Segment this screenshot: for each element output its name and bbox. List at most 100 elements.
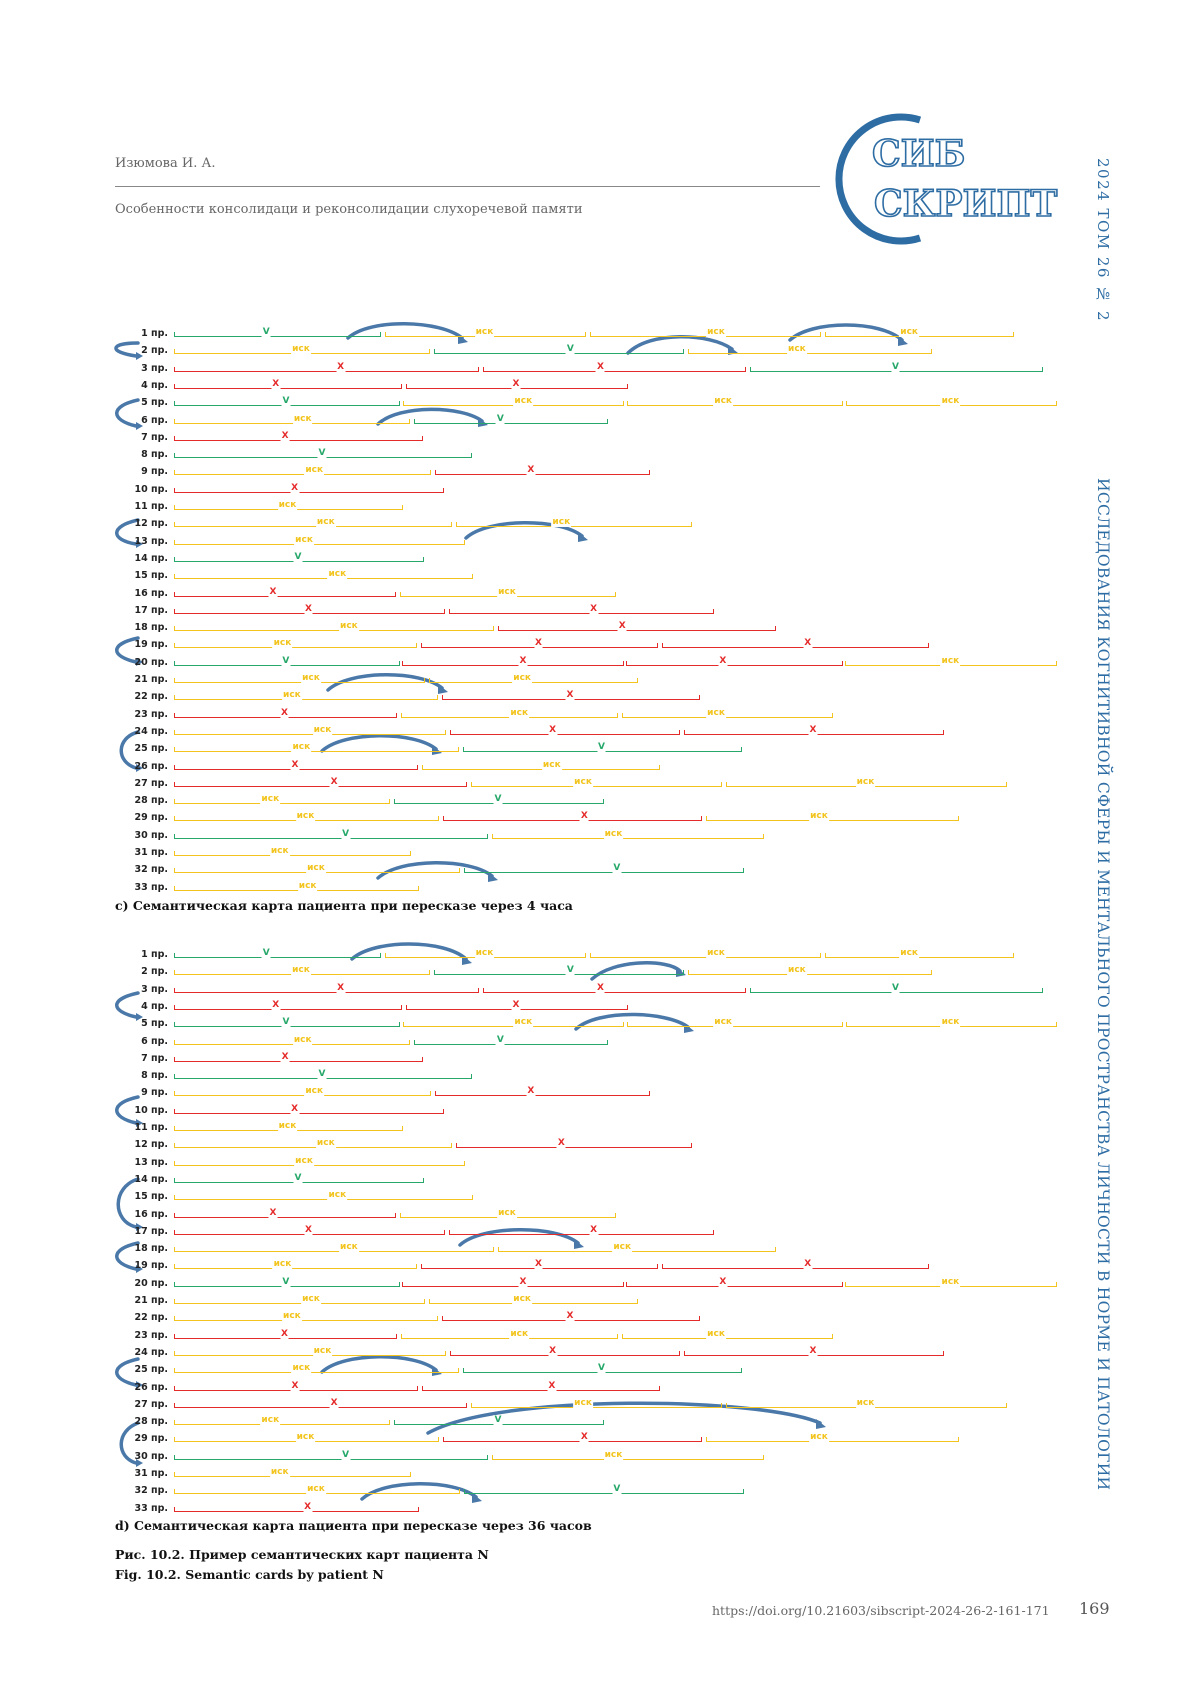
segment-mark: X [589, 1225, 598, 1235]
segment-mark: иск [296, 1432, 316, 1442]
bracket-segment [174, 1403, 467, 1408]
card-row: 14 пр.V [0, 1172, 1200, 1188]
card-row: 23 пр.Xискиск [0, 1328, 1200, 1344]
row-label: 10 пр. [0, 1105, 168, 1116]
row-label: 28 пр. [0, 1416, 168, 1427]
row-label: 5 пр. [0, 397, 168, 408]
segment-mark: X [718, 656, 727, 666]
bracket-segment [174, 1247, 494, 1252]
segment-mark: иск [293, 1035, 313, 1045]
bracket-segment [174, 436, 423, 441]
bracket-segment [174, 332, 381, 337]
segment-mark: иск [273, 1259, 293, 1269]
row-label: 25 пр. [0, 743, 168, 754]
row-label: 8 пр. [0, 449, 168, 460]
segment-mark: X [304, 604, 313, 614]
card-row: 21 пр.искиск [0, 672, 1200, 688]
bracket-segment [174, 678, 425, 683]
bracket-segment [456, 522, 692, 527]
card-row: 11 пр.иск [0, 499, 1200, 515]
row-label: 19 пр. [0, 1260, 168, 1271]
row-label: 3 пр. [0, 984, 168, 995]
bracket-segment [498, 1247, 776, 1252]
bracket-segment [402, 661, 623, 666]
card-row: 17 пр.XX [0, 603, 1200, 619]
card-row: 10 пр.X [0, 1103, 1200, 1119]
row-label: 24 пр. [0, 726, 168, 737]
segment-mark: X [803, 1259, 812, 1269]
row-label: 30 пр. [0, 1451, 168, 1462]
segment-mark: X [280, 1329, 289, 1339]
segment-mark: иск [573, 777, 593, 787]
segment-mark: X [512, 379, 521, 389]
segment-mark: V [294, 1173, 303, 1183]
card-row: 33 пр.X [0, 1501, 1200, 1517]
segment-mark: V [891, 362, 900, 372]
bracket-segment [498, 626, 776, 631]
card-row: 30 пр.Vиск [0, 1449, 1200, 1465]
segment-mark: V [496, 414, 505, 424]
segment-mark: V [281, 1017, 290, 1027]
segment-mark: иск [604, 1450, 624, 1460]
card-row: 26 пр.Xиск [0, 759, 1200, 775]
segment-mark: иск [809, 1432, 829, 1442]
bracket-segment [174, 1455, 488, 1460]
row-label: 29 пр. [0, 812, 168, 823]
segment-mark: иск [327, 569, 347, 579]
card-row: 27 пр.Xискиск [0, 1397, 1200, 1413]
bracket-segment [422, 1386, 660, 1391]
bracket-segment [174, 470, 431, 475]
segment-mark: X [803, 638, 812, 648]
row-label: 22 пр. [0, 691, 168, 702]
segment-mark: иск [787, 965, 807, 975]
bracket-segment [471, 1403, 722, 1408]
row-label: 14 пр. [0, 553, 168, 564]
bracket-segment [825, 332, 1014, 337]
card-row: 20 пр.VXXиск [0, 1276, 1200, 1292]
card-row: 15 пр.иск [0, 1189, 1200, 1205]
segment-mark: иск [706, 948, 726, 958]
segment-mark: иск [551, 517, 571, 527]
segment-mark: иск [291, 965, 311, 975]
panel-caption-c: c) Семантическая карта пациента при пере… [115, 898, 573, 913]
segment-mark: иск [273, 638, 293, 648]
segment-mark: X [271, 1000, 280, 1010]
row-label: 28 пр. [0, 795, 168, 806]
bracket-segment [174, 574, 473, 579]
row-label: 26 пр. [0, 1382, 168, 1393]
row-label: 21 пр. [0, 674, 168, 685]
segment-mark: X [512, 1000, 521, 1010]
card-row: 9 пр.искX [0, 1085, 1200, 1101]
bracket-segment [174, 1299, 425, 1304]
bracket-segment [174, 834, 488, 839]
segment-mark: иск [278, 1121, 298, 1131]
bracket-segment [414, 1040, 608, 1045]
card-row: 29 пр.искXиск [0, 1431, 1200, 1447]
row-label: 32 пр. [0, 864, 168, 875]
segment-mark: X [280, 708, 289, 718]
segment-mark: X [566, 1311, 575, 1321]
bracket-segment [449, 1230, 714, 1235]
segment-mark: иск [306, 863, 326, 873]
segment-mark: X [534, 638, 543, 648]
card-row: 17 пр.XX [0, 1224, 1200, 1240]
row-label: 4 пр. [0, 1001, 168, 1012]
bracket-segment [174, 1213, 396, 1218]
row-label: 3 пр. [0, 363, 168, 374]
segment-mark: иск [291, 742, 311, 752]
row-label: 15 пр. [0, 570, 168, 581]
segment-mark: иск [941, 396, 961, 406]
bracket-segment [174, 1472, 411, 1477]
segment-mark: X [580, 1432, 589, 1442]
bracket-segment [174, 384, 402, 389]
bracket-segment [174, 1368, 459, 1373]
row-label: 18 пр. [0, 1243, 168, 1254]
segment-mark: иск [899, 327, 919, 337]
card-row: 2 пр.искVиск [0, 343, 1200, 359]
bracket-segment [471, 782, 722, 787]
figure-caption-ru: Рис. 10.2. Пример семантических карт пац… [115, 1547, 489, 1562]
segment-mark: иск [706, 1329, 726, 1339]
bracket-segment [174, 488, 444, 493]
doi-link[interactable]: https://doi.org/10.21603/sibscript-2024-… [712, 1603, 1050, 1618]
row-label: 13 пр. [0, 1157, 168, 1168]
